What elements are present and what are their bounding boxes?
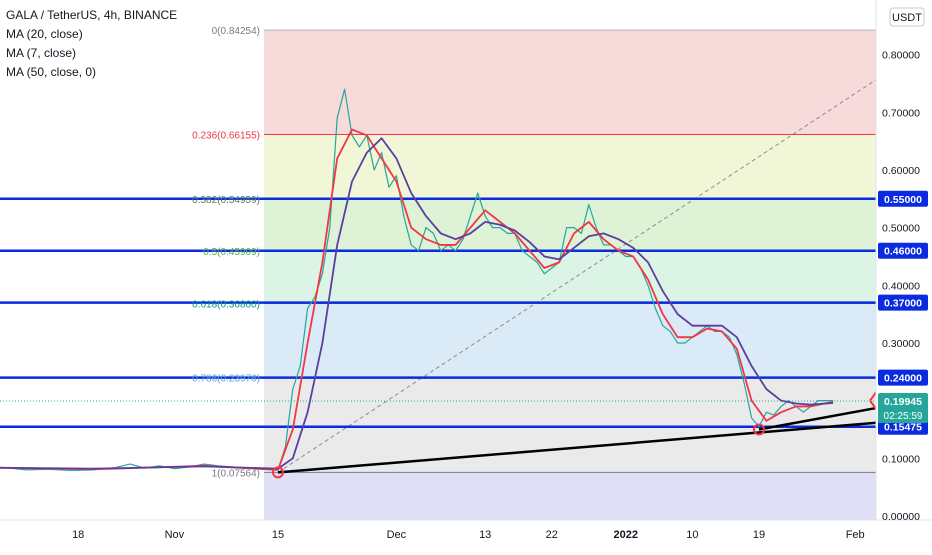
x-tick-1: Nov	[165, 529, 185, 541]
x-tick-0: 18	[72, 529, 84, 541]
currency-badge[interactable]: USDT	[889, 7, 925, 27]
fib-label-3: 0.5(0.45909)	[203, 247, 260, 258]
x-tick-6: 2022	[614, 529, 638, 541]
last-price-text: 0.19945	[884, 396, 922, 408]
price-series-group	[0, 88, 876, 472]
fib-zone-5	[264, 377, 876, 473]
fib-label-1: 0.236(0.66155)	[192, 130, 260, 141]
y-tick-5: 0.30000	[882, 338, 920, 350]
price-axis-bg	[876, 0, 932, 520]
x-axis-ticks: 18 Nov 15 Dec 13 22 2022 10 19 Feb	[72, 529, 865, 541]
trendline-1	[758, 405, 886, 431]
ma-line-0	[0, 128, 834, 471]
level-badge-text-3: 0.24000	[884, 373, 922, 385]
fib-zone-4	[264, 303, 876, 378]
x-tick-4: 13	[479, 529, 491, 541]
marker-circle-0	[272, 466, 284, 479]
x-tick-5: 22	[546, 529, 558, 541]
fib-zone-3	[264, 251, 876, 304]
x-tick-7: 10	[686, 529, 698, 541]
fib-label-5: 0.786(0.23976)	[192, 374, 260, 385]
y-tick-4: 0.40000	[882, 280, 920, 292]
x-tick-2: 15	[272, 529, 284, 541]
trendline-0	[277, 419, 900, 474]
fib-label-4: 0.618(0.36860)	[192, 299, 260, 310]
y-tick-2: 0.60000	[882, 165, 920, 177]
fib-label-0: 0(0.84254)	[212, 26, 260, 37]
chart-title[interactable]: GALA / TetherUS, 4h, BINANCE	[6, 8, 178, 22]
y-tick-0: 0.80000	[882, 50, 920, 62]
fib-zone-2	[264, 199, 876, 252]
support-resistance-lines	[0, 197, 876, 428]
indicator-ma-50[interactable]: MA (50, close, 0)	[6, 65, 97, 79]
y-tick-7: 0.10000	[882, 453, 920, 465]
level-badge-2	[878, 294, 928, 311]
level-badge-0	[878, 190, 928, 207]
level-badge-text-0: 0.55000	[884, 194, 922, 206]
fib-labels: 0(0.84254) 0.236(0.66155) 0.382(0.54959) 0.…	[192, 26, 260, 479]
y-tick-8: 0.00000	[882, 511, 920, 523]
x-tick-8: 19	[753, 529, 765, 541]
x-tick-3: Dec	[387, 529, 407, 541]
indicator-ma-7[interactable]: MA (7, close)	[6, 46, 77, 60]
level-badge-text-1: 0.46000	[884, 246, 922, 258]
x-tick-9: Feb	[846, 529, 865, 541]
y-tick-1: 0.70000	[882, 107, 920, 119]
level-badge-text-2: 0.37000	[884, 298, 922, 310]
fib-zone-6	[264, 472, 876, 520]
diagonal-line	[277, 54, 915, 473]
indicator-ma-20[interactable]: MA (20, close)	[6, 27, 83, 41]
price-badges: 0.55000 0.46000 0.37000 0.24000 0.15475 0.199…	[878, 190, 928, 435]
countdown-text: 02:25:59	[884, 411, 923, 422]
level-badge-1	[878, 242, 928, 259]
diagonal-projection	[277, 54, 915, 473]
time-axis-bg	[0, 520, 932, 550]
fib-zones	[264, 30, 876, 520]
fib-label-2: 0.382(0.54959)	[192, 195, 260, 206]
level-badge-text-4: 0.15475	[884, 422, 922, 434]
chart-legend: GALA / TetherUS, 4h, BINANCE MA (20, clo…	[6, 6, 177, 82]
last-price-badge	[878, 392, 928, 423]
level-badge-3	[878, 369, 928, 386]
currency-label: USDT	[892, 12, 922, 24]
fib-label-6: 1(0.07564)	[212, 468, 260, 479]
fib-zone-1	[264, 134, 876, 200]
marker-circle-1	[753, 423, 765, 436]
ma-line-1	[0, 137, 834, 470]
fib-zone-0	[264, 30, 876, 135]
y-tick-3: 0.50000	[882, 223, 920, 235]
